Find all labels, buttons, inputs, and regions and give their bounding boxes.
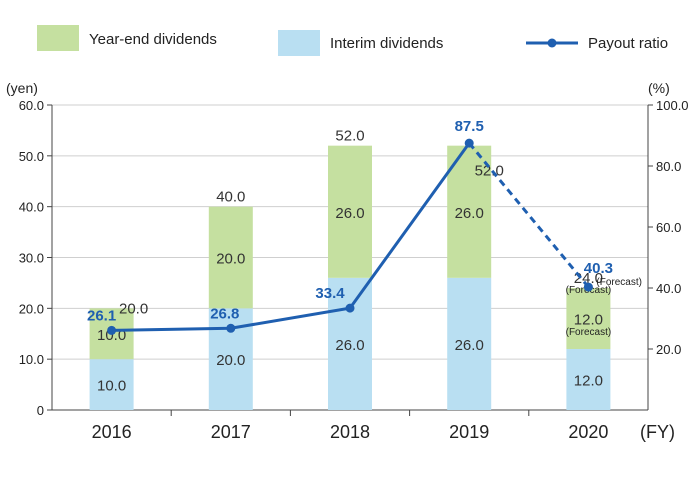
- bar-total-label: 24.0: [574, 270, 603, 287]
- payout-point: [464, 138, 474, 148]
- legend-label-interim: Interim dividends: [330, 35, 443, 52]
- bar-yearend-label: 26.0: [335, 205, 364, 222]
- legend: Year-end dividends Interim dividends Pay…: [37, 25, 668, 56]
- x-unit: (FY): [640, 422, 675, 442]
- y-left-tick-label: 40.0: [19, 200, 44, 215]
- x-tick-label: 2019: [449, 422, 489, 442]
- y-right-unit: (%): [648, 80, 670, 96]
- y-left-unit: (yen): [6, 80, 38, 96]
- bar-yearend: [566, 288, 611, 349]
- bar-interim: [328, 277, 372, 410]
- y-right-tick-label: 20.0: [656, 342, 681, 357]
- bar-interim: [566, 349, 611, 410]
- payout-line: [107, 138, 593, 335]
- payout-label: 33.4: [315, 285, 345, 302]
- bar-interim-label: 12.0: [574, 373, 603, 390]
- payout-point: [226, 323, 236, 333]
- axes: 0 10.0 20.0 30.0 40.0 50.0 60.0 20.0 40.0 60.0 80.…: [19, 98, 689, 442]
- bar-interim: [89, 359, 134, 410]
- legend-swatch-interim: [278, 30, 320, 56]
- bar-total-label: 20.0: [119, 300, 148, 317]
- y-right-tick-label: 40.0: [656, 281, 681, 296]
- x-tick-label: 2017: [211, 422, 251, 442]
- payout-line-solid: [111, 142, 471, 332]
- y-left-tick-label: 0: [37, 403, 44, 418]
- payout-label: 87.5: [455, 118, 484, 135]
- bar-total-label: 52.0: [335, 128, 364, 145]
- bars: [89, 145, 611, 410]
- bar-interim-label: 20.0: [216, 352, 245, 369]
- payout-label: 40.3: [584, 260, 613, 277]
- payout-labels: 26.1 26.8 33.4 87.5 40.3(Forecast): [87, 118, 642, 324]
- bar-yearend: [447, 145, 492, 278]
- bar-yearend: [208, 206, 253, 309]
- payout-point: [345, 303, 355, 313]
- bar-yearend: [328, 145, 372, 278]
- y-right-tick-label: 60.0: [656, 220, 681, 235]
- payout-label: 26.1: [87, 307, 116, 324]
- y-left-tick-label: 60.0: [19, 98, 44, 113]
- payout-label: 26.8: [210, 305, 239, 322]
- y-left-tick-label: 20.0: [19, 301, 44, 316]
- legend-marker-payout: [547, 38, 557, 48]
- forecast-note-yearend: (Forecast): [566, 327, 612, 338]
- y-right-tick-label: 80.0: [656, 159, 681, 174]
- payout-point: [107, 325, 117, 335]
- bar-interim: [447, 277, 492, 410]
- y-left-tick-label: 50.0: [19, 149, 44, 164]
- y-right-tick-label: 100.0: [656, 98, 689, 113]
- bar-interim-label: 26.0: [335, 337, 364, 354]
- payout-point: [583, 282, 593, 292]
- bar-yearend-label: 26.0: [455, 205, 484, 222]
- legend-label-payout: Payout ratio: [588, 35, 668, 52]
- bar-yearend-label: 20.0: [216, 251, 245, 268]
- bar-interim-label: 10.0: [97, 378, 126, 395]
- x-tick-label: 2016: [92, 422, 132, 442]
- bar-total-label: 40.0: [216, 189, 245, 206]
- y-left-tick-label: 10.0: [19, 352, 44, 367]
- x-tick-label: 2020: [568, 422, 608, 442]
- x-tick-label: 2018: [330, 422, 370, 442]
- bar-interim-label: 26.0: [455, 337, 484, 354]
- bar-yearend-label: 12.0: [574, 312, 603, 329]
- legend-label-yearend: Year-end dividends: [89, 31, 217, 48]
- y-left-tick-label: 30.0: [19, 251, 44, 266]
- forecast-note-payout: (Forecast): [596, 277, 642, 288]
- legend-swatch-yearend: [37, 25, 79, 51]
